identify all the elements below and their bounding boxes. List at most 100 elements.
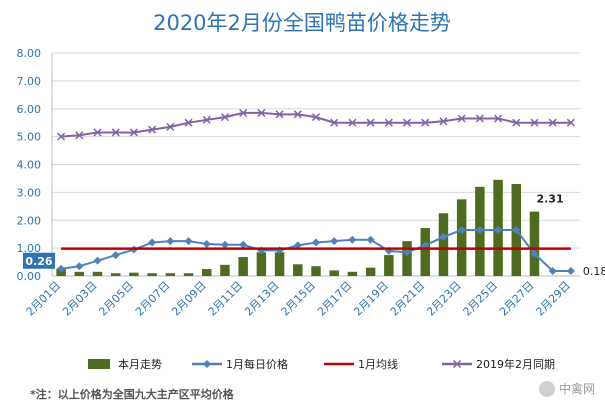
bar <box>329 270 339 276</box>
legend-marker <box>203 360 211 368</box>
bar <box>165 273 176 276</box>
line-marker <box>566 118 575 127</box>
bar <box>220 264 230 276</box>
legend-label: 本月走势 <box>118 357 162 371</box>
line-marker <box>421 241 430 250</box>
line-marker <box>129 128 138 137</box>
bar <box>183 273 194 276</box>
x-tick-label: 2月07日 <box>133 279 173 319</box>
legend-label: 1月均线 <box>358 357 398 371</box>
bar <box>92 271 103 276</box>
line-marker <box>202 239 211 248</box>
line-marker <box>220 113 229 122</box>
x-tick-label: 2月27日 <box>497 279 537 319</box>
y-tick-label: 0.00 <box>17 270 42 283</box>
bar-series <box>56 179 540 276</box>
watermark-logo-icon <box>538 380 555 397</box>
x-tick-label: 2月17日 <box>315 279 355 319</box>
chart-title: 2020年2月份全国鸭苗价格走势 <box>153 11 451 35</box>
x-tick-label: 2月11日 <box>206 279 246 319</box>
x-tick-label: 2月21日 <box>388 279 428 319</box>
line-marker <box>75 262 84 271</box>
line-marker <box>184 118 193 127</box>
line-marker <box>293 110 302 119</box>
watermark: 中禽网 <box>538 380 595 397</box>
line-marker <box>348 118 357 127</box>
bar <box>238 257 248 276</box>
legend-label: 1月每日价格 <box>226 357 288 371</box>
y-axis-ticks: 8.00 7.00 6.00 5.00 4.00 3.00 2.00 1.00 0.00 <box>17 47 42 283</box>
line-marker <box>403 118 412 127</box>
x-tick-label: 2月03日 <box>60 279 100 319</box>
line-marker <box>312 238 320 247</box>
line-marker <box>239 108 248 117</box>
line-marker <box>457 114 466 123</box>
y-tick-label: 6.00 <box>17 103 42 116</box>
line-marker <box>475 114 484 123</box>
y-tick-label: 4.00 <box>17 159 42 172</box>
line-marker <box>275 110 284 119</box>
x-tick-label: 2月29日 <box>533 279 573 319</box>
y-tick-label: 2.00 <box>17 214 42 227</box>
line-marker <box>439 117 448 126</box>
bar <box>293 264 303 276</box>
bar <box>256 252 267 276</box>
data-label: 0.26 <box>25 255 52 268</box>
bar <box>274 252 285 276</box>
line-marker <box>548 118 557 127</box>
bar <box>147 273 157 276</box>
bar <box>129 272 139 276</box>
line-marker <box>403 248 412 257</box>
line-marker <box>111 251 120 260</box>
line-marker <box>148 125 157 134</box>
line-marker <box>257 108 266 117</box>
legend-swatch <box>88 359 110 369</box>
y-tick-label: 5.00 <box>17 131 42 144</box>
footnote: *注：以上价格为全国九大主产区平均价格 <box>30 388 234 401</box>
line-marker <box>384 118 393 127</box>
bar <box>402 241 412 276</box>
bar <box>365 267 376 276</box>
line-marker <box>512 226 521 235</box>
line-marker <box>494 226 503 235</box>
line-marker <box>366 235 375 244</box>
bar <box>202 269 212 276</box>
line-marker <box>348 235 357 244</box>
bar <box>529 211 540 276</box>
annotations: 0.26 2.31 0.18 <box>23 193 605 278</box>
line-marker <box>166 237 175 246</box>
line-marker <box>457 226 466 235</box>
line-marker <box>421 118 430 127</box>
x-tick-label: 2月23日 <box>424 279 464 319</box>
legend-marker <box>452 359 462 369</box>
y-tick-label: 1.00 <box>17 242 42 255</box>
line-marker <box>566 266 575 275</box>
line-marker <box>184 237 193 246</box>
line-marker <box>111 128 120 137</box>
line-marker <box>494 114 503 123</box>
x-tick-label: 2月15日 <box>279 279 319 319</box>
line-marker <box>75 131 84 140</box>
line-marker <box>530 249 539 258</box>
x-tick-label: 2月05日 <box>96 279 136 319</box>
bar <box>311 266 321 276</box>
bar <box>347 271 358 276</box>
line-marker <box>57 264 66 273</box>
line-marker <box>239 240 248 249</box>
legend: 本月走势 1月每日价格 1月均线 2019年2月同期 <box>88 357 555 371</box>
data-label: 0.18 <box>583 265 605 278</box>
bar <box>420 228 430 276</box>
line-marker <box>439 232 448 241</box>
line-marker <box>475 226 484 235</box>
x-tick-label: 2月01日 <box>24 279 64 319</box>
line-marker <box>293 241 302 250</box>
line-marker <box>57 132 66 141</box>
line-marker <box>330 237 339 246</box>
bar <box>438 213 449 276</box>
bar <box>456 199 467 276</box>
x-tick-label: 2月19日 <box>351 279 391 319</box>
x-tick-label: 2月13日 <box>242 279 282 319</box>
y-tick-label: 8.00 <box>17 47 42 60</box>
y-tick-label: 3.00 <box>17 186 42 199</box>
